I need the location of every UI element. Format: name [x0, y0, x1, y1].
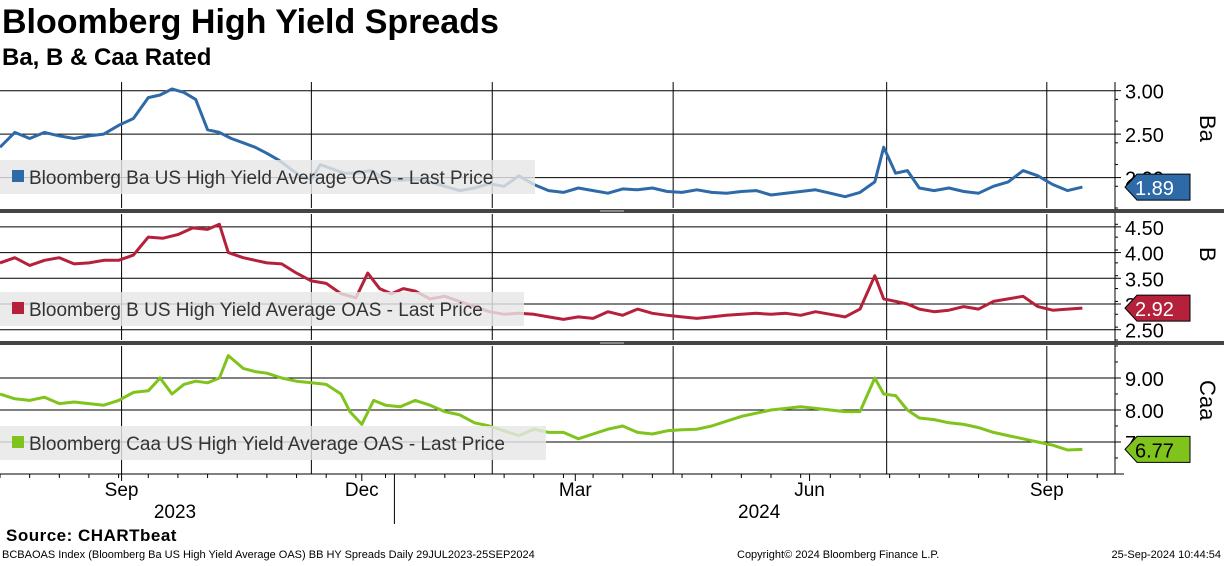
- legend-box: [0, 160, 535, 194]
- last-price-flag: [1124, 294, 1191, 322]
- last-price-flag: [1124, 173, 1191, 201]
- timestamp: 25-Sep-2024 10:44:54: [1111, 549, 1221, 561]
- x-month-label: Sep: [1030, 480, 1064, 501]
- legend-swatch: [12, 436, 24, 448]
- y-tick-label: 4.50: [1125, 218, 1164, 240]
- index-info: BCBAOAS Index (Bloomberg Ba US High Yiel…: [2, 549, 535, 561]
- legend-label: Bloomberg Caa US High Yield Average OAS …: [29, 434, 505, 455]
- last-price-label: 6.77: [1135, 440, 1174, 462]
- y-axis-label: B: [1195, 247, 1220, 262]
- y-tick-label: 3.00: [1125, 82, 1164, 104]
- copyright: Copyright© 2024 Bloomberg Finance L.P.: [737, 549, 940, 561]
- last-price-label: 2.92: [1135, 299, 1174, 321]
- x-month-label: Jun: [794, 480, 825, 501]
- y-axis-label: Caa: [1195, 380, 1220, 421]
- y-tick-label: 2.50: [1125, 321, 1164, 343]
- x-year-label: 2023: [154, 502, 196, 523]
- y-tick-label: 8.00: [1125, 401, 1164, 423]
- source-label: Source: CHARTbeat: [6, 526, 177, 545]
- y-tick-label: 3.50: [1125, 269, 1164, 291]
- legend-label: Bloomberg Ba US High Yield Average OAS -…: [29, 168, 493, 189]
- y-axis-label: Ba: [1195, 115, 1220, 143]
- legend-swatch: [12, 302, 24, 314]
- legend-box: [0, 426, 546, 460]
- chart-subtitle: Ba, B & Caa Rated: [2, 44, 212, 71]
- x-month-label: Sep: [105, 480, 139, 501]
- y-tick-label: 2.50: [1125, 125, 1164, 147]
- chart-title: Bloomberg High Yield Spreads: [2, 3, 499, 41]
- x-month-label: Dec: [345, 480, 379, 501]
- legend-box: [0, 292, 524, 326]
- last-price-flag: [1124, 435, 1191, 463]
- y-tick-label: 4.00: [1125, 244, 1164, 266]
- last-price-label: 1.89: [1135, 178, 1174, 200]
- x-month-label: Mar: [559, 480, 592, 501]
- x-year-label: 2024: [738, 502, 781, 523]
- legend-label: Bloomberg B US High Yield Average OAS - …: [29, 300, 483, 321]
- series-line-b: [0, 222, 1083, 321]
- y-tick-label: 9.00: [1125, 369, 1164, 391]
- legend-swatch: [12, 170, 24, 182]
